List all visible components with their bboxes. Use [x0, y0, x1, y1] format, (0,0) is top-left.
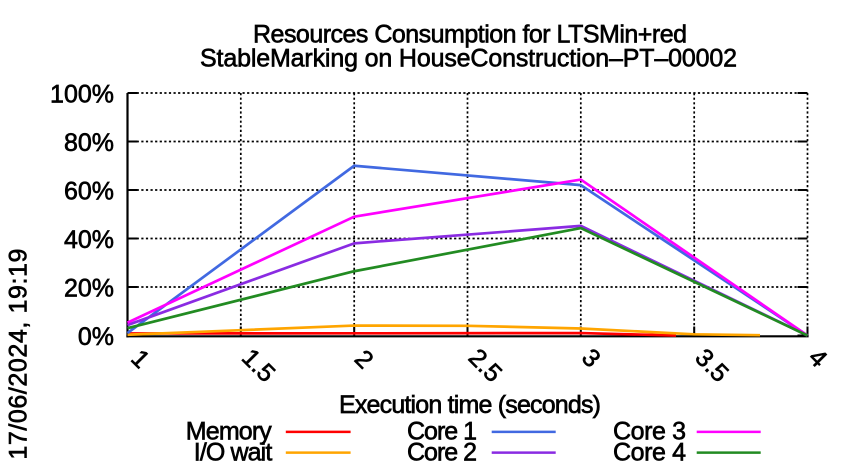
svg-text:20%: 20% [64, 274, 114, 302]
svg-text:Core 1: Core 1 [407, 418, 477, 446]
svg-text:4: 4 [803, 343, 833, 373]
svg-text:0%: 0% [78, 323, 114, 351]
svg-text:Memory: Memory [186, 418, 273, 446]
svg-text:Core 3: Core 3 [613, 418, 686, 446]
svg-text:1: 1 [125, 344, 155, 374]
svg-text:100%: 100% [50, 80, 114, 108]
svg-text:3.5: 3.5 [690, 343, 734, 387]
svg-text:Core 4: Core 4 [613, 439, 686, 467]
svg-text:1.5: 1.5 [236, 343, 280, 387]
svg-text:Resources Consumption for LTSM: Resources Consumption for LTSMin+red [253, 20, 687, 48]
svg-text:Execution time (seconds): Execution time (seconds) [339, 391, 601, 419]
svg-text:40%: 40% [64, 226, 114, 254]
svg-text:2.5: 2.5 [463, 343, 507, 387]
svg-text:60%: 60% [64, 177, 114, 205]
svg-text:80%: 80% [64, 129, 114, 157]
svg-text:I/O wait: I/O wait [194, 439, 273, 467]
svg-text:StableMarking on HouseConstruc: StableMarking on HouseConstruction–PT–00… [200, 45, 737, 73]
svg-text:Core 2: Core 2 [407, 439, 477, 467]
svg-text:17/06/2024, 19:19: 17/06/2024, 19:19 [5, 249, 33, 460]
svg-text:2: 2 [349, 345, 379, 375]
svg-text:3: 3 [576, 343, 606, 373]
